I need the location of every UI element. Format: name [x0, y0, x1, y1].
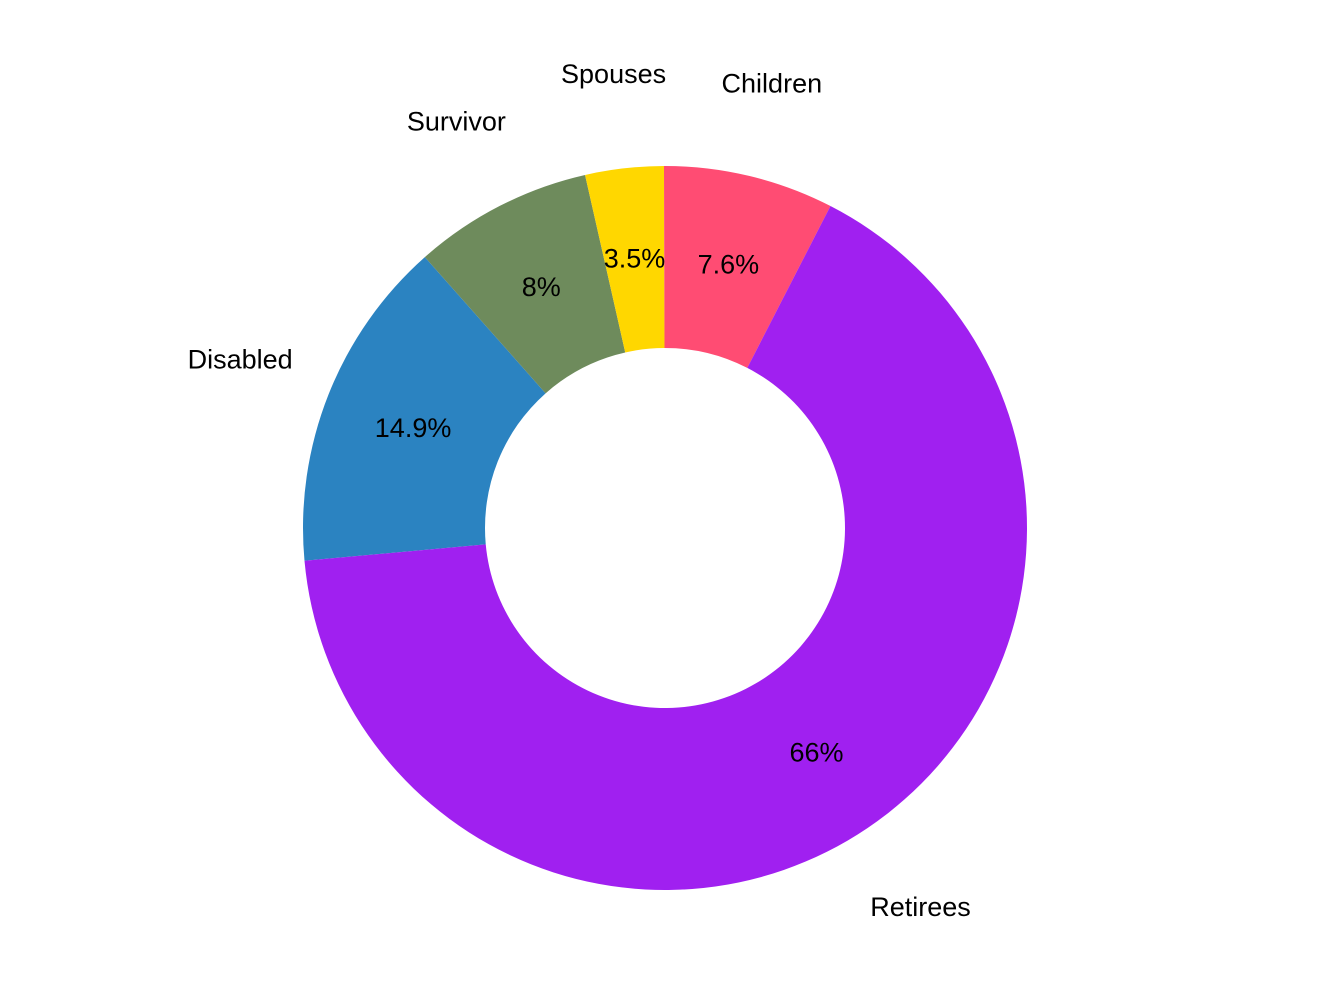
percentage-labels: 14.9% 8% 3.5% 7.6% 66%: [375, 244, 844, 768]
slice-children: [663, 166, 831, 368]
pct-label-retirees: 66%: [790, 738, 844, 768]
category-label-disabled: Disabled: [188, 345, 293, 375]
donut-slices: [303, 166, 1027, 890]
category-label-children: Children: [722, 69, 823, 99]
category-label-retirees: Retirees: [870, 892, 971, 922]
slice-disabled: [303, 257, 546, 561]
category-labels: Disabled Survivor Spouses Children Retirees: [188, 59, 971, 922]
category-label-survivor: Survivor: [407, 106, 506, 136]
pct-label-children: 7.6%: [698, 250, 760, 280]
slice-retirees: [304, 206, 1027, 890]
pct-label-spouses: 3.5%: [604, 244, 666, 274]
pct-label-survivor: 8%: [522, 272, 561, 302]
category-label-spouses: Spouses: [561, 59, 666, 89]
pct-label-disabled: 14.9%: [375, 413, 452, 443]
slice-survivor: [424, 174, 626, 394]
slice-spouses: [585, 166, 665, 353]
